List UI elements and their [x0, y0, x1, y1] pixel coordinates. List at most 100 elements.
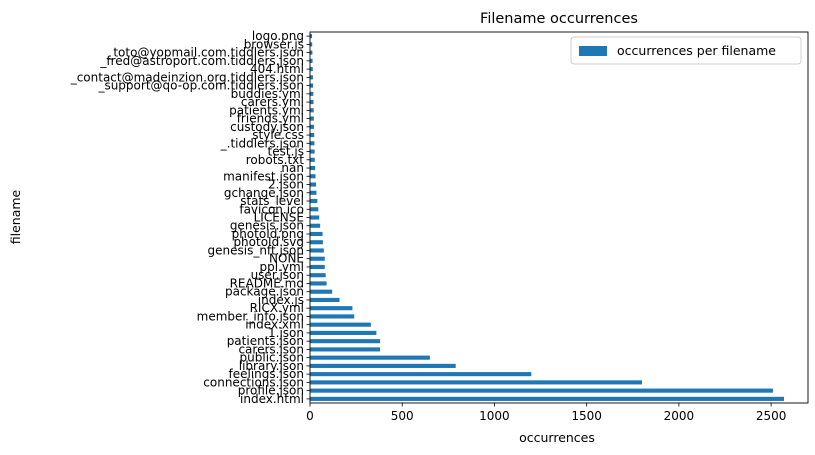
- bar: [310, 281, 327, 286]
- y-tick-label: README.md: [230, 276, 304, 290]
- x-axis-label: occurrences: [519, 430, 595, 445]
- y-tick-label: public.json: [240, 351, 304, 365]
- y-tick-label: user.json: [251, 268, 304, 282]
- bar: [310, 149, 315, 154]
- bar: [310, 297, 340, 303]
- x-tick-labels: 0 500 1000 1500 2000 2500: [306, 403, 786, 423]
- bar: [310, 50, 313, 55]
- x-tick-label: 1500: [571, 409, 602, 423]
- y-tick-label: _contact@madeinzion.org.tiddlers.json: [70, 70, 304, 84]
- y-tick-label: feelings.json: [229, 367, 304, 381]
- bar: [310, 124, 315, 129]
- bar: [310, 34, 313, 39]
- bar: [310, 165, 316, 171]
- y-tick-label: nan: [281, 161, 304, 175]
- y-tick-label: _support@qo-op.com.tiddlers.json: [97, 79, 304, 93]
- y-tick-label: style.css: [252, 128, 304, 142]
- bar: [310, 240, 323, 245]
- y-tick-label: patients.yml: [229, 103, 304, 117]
- bar: [310, 363, 456, 368]
- bar: [310, 330, 377, 335]
- chart-title: Filename occurrences: [480, 11, 638, 27]
- y-tick-label: LICENSE: [254, 211, 304, 225]
- bar: [310, 141, 315, 146]
- y-tick-label: photoId.png: [232, 227, 304, 241]
- y-tick-label: _toto@yopmail.com.tiddlers.json: [106, 46, 304, 60]
- bar: [310, 372, 532, 377]
- y-tick-label: robots.txt: [246, 153, 305, 167]
- bar: [310, 248, 324, 253]
- bar: [310, 75, 313, 80]
- bar: [310, 264, 325, 270]
- bar: [310, 396, 785, 401]
- y-tick-label: photoId.svg: [233, 235, 304, 249]
- x-tick-label: 0: [306, 409, 314, 423]
- y-tick-label: patients.json: [227, 334, 304, 348]
- y-tick-label: _fred@astroport.com.tiddlers.json: [99, 54, 304, 68]
- y-tick-label: connections.json: [203, 375, 304, 389]
- bar: [310, 231, 323, 237]
- bar: [310, 256, 325, 261]
- y-tick-label: index.xml: [245, 318, 304, 332]
- bar: [310, 67, 313, 72]
- y-tick-label: manifest.json: [223, 169, 304, 183]
- bar: [310, 355, 430, 360]
- y-tick-label: friends.yml: [237, 112, 304, 126]
- bars-group: [310, 34, 785, 401]
- y-tick-label: _.tiddlers.json: [220, 136, 304, 150]
- bar: [310, 339, 381, 344]
- y-tick-label: 2.json: [268, 178, 304, 192]
- y-tick-label: library.json: [239, 359, 304, 373]
- y-tick-label: genesis_nft.json: [208, 243, 305, 257]
- y-tick-label: carers.json: [238, 342, 304, 356]
- bar: [310, 223, 321, 228]
- y-tick-label: test.js: [268, 145, 304, 159]
- bar: [310, 190, 317, 195]
- bar: [310, 306, 353, 311]
- y-tick-label: carers.yml: [241, 95, 304, 109]
- bar: [310, 322, 371, 327]
- y-tick-label: member_info.json: [197, 309, 304, 323]
- y-tick-label: NONE: [269, 252, 304, 266]
- y-tick-label: logo.png: [252, 29, 304, 43]
- y-tick-label: gchange.json: [224, 186, 304, 200]
- legend-box: [570, 36, 802, 65]
- plot-frame: [309, 31, 809, 404]
- y-tick-label: stats_level: [240, 194, 304, 208]
- bar: [310, 42, 313, 47]
- legend-label: occurrences per filename: [617, 43, 776, 58]
- bar: [310, 207, 319, 212]
- y-tick-label: ppl.yml: [259, 260, 304, 274]
- bar: [310, 100, 314, 105]
- y-tick-label: genesis.json: [230, 219, 304, 233]
- y-tick-label: RICX.yml: [250, 301, 304, 315]
- bar: [310, 273, 326, 278]
- bar: [310, 182, 317, 187]
- x-tick-label: 2000: [664, 409, 695, 423]
- y-tick-label: 1.json: [268, 326, 304, 340]
- y-tick-label: package.json: [225, 285, 304, 299]
- bar: [310, 116, 314, 121]
- x-tick-label: 2500: [756, 409, 787, 423]
- x-tick-label: 1000: [479, 409, 510, 423]
- y-tick-label: index.html: [240, 392, 304, 406]
- y-tick-label: profile.json: [238, 384, 304, 398]
- y-tick-label: custody.json: [230, 120, 304, 134]
- bar: [310, 347, 381, 352]
- x-tick-label: 500: [391, 409, 414, 423]
- bar: [310, 215, 320, 220]
- bar: [310, 108, 314, 113]
- bar: [310, 388, 773, 393]
- bar: [310, 91, 314, 96]
- legend: occurrences per filename: [570, 36, 802, 65]
- y-tick-label: index.js: [258, 293, 304, 307]
- bar: [310, 314, 355, 319]
- y-tick-labels: index.htmlprofile.jsonconnections.jsonfe…: [70, 29, 310, 406]
- y-tick-label: favicon.ico: [239, 202, 304, 216]
- bar: [310, 174, 316, 179]
- bar: [310, 289, 333, 294]
- bar: [310, 380, 642, 385]
- bar: [310, 157, 315, 162]
- bar: [310, 132, 315, 138]
